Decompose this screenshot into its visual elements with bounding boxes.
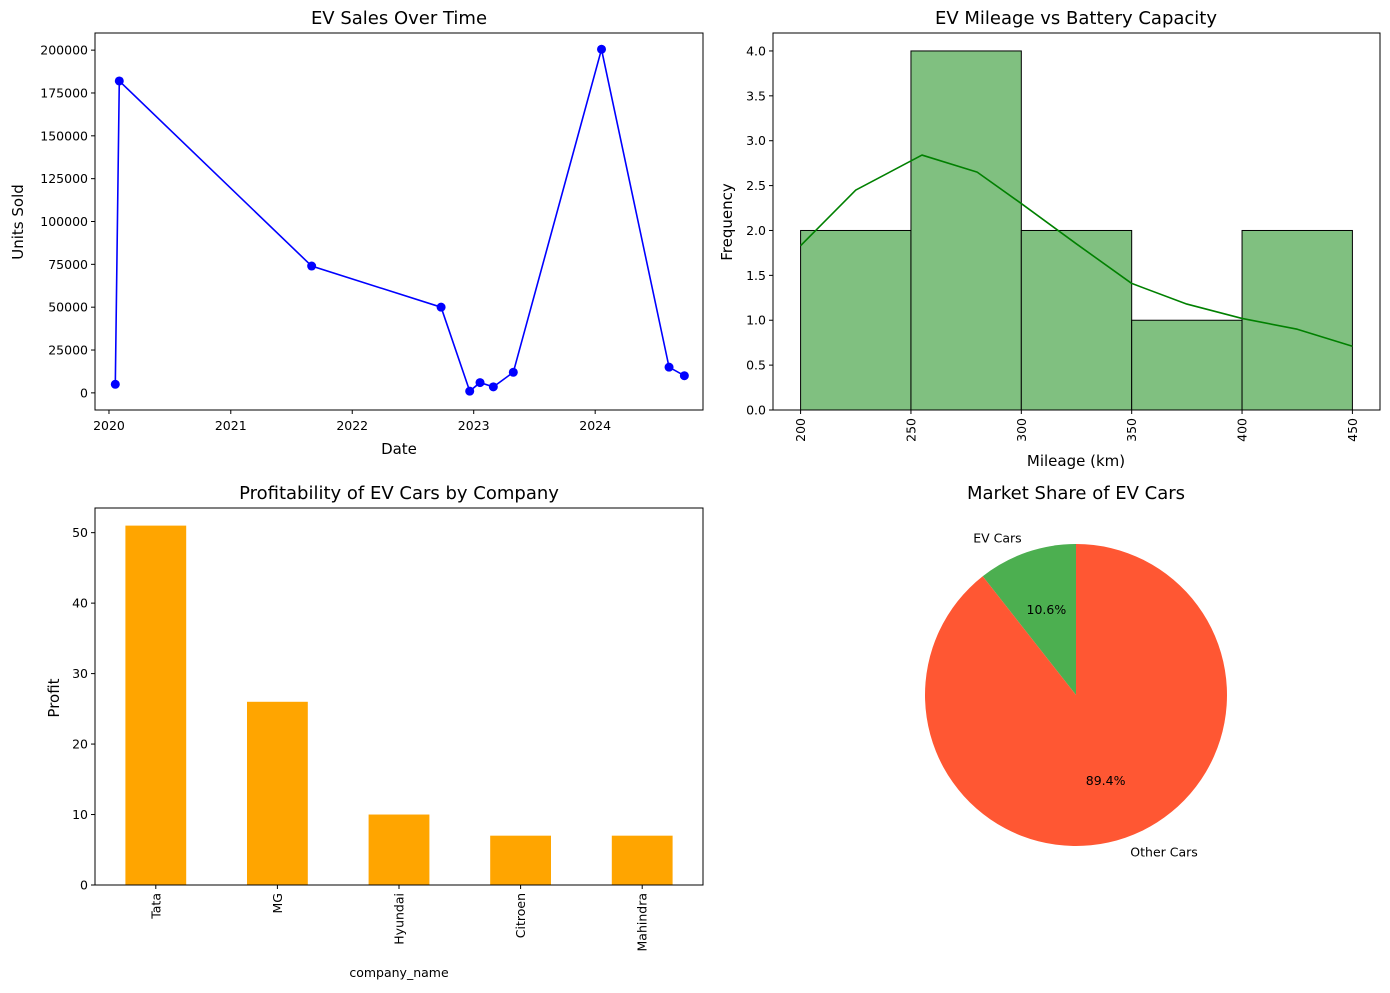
line-chart-title: EV Sales Over Time [311, 8, 487, 29]
pie-slice-label: Other Cars [1130, 844, 1198, 859]
profit-bar [490, 835, 551, 885]
x-tick-label: 300 [1014, 418, 1029, 442]
x-tick-label: Mahindra [635, 893, 650, 952]
pie-slice-label: EV Cars [973, 531, 1021, 546]
histogram-bar [1241, 229, 1353, 411]
y-tick-label: 3.0 [746, 133, 766, 148]
x-tick-label: Citroen [513, 893, 528, 938]
y-tick-label: 50 [72, 525, 88, 540]
pie-chart-title: Market Share of EV Cars [967, 483, 1185, 504]
x-tick-label: 450 [1345, 418, 1360, 442]
histogram-bar [800, 229, 912, 411]
y-tick-label: 100000 [40, 214, 88, 229]
line-chart-ylabel: Units Sold [9, 184, 27, 260]
histogram-title: EV Mileage vs Battery Capacity [935, 8, 1217, 29]
y-tick-label: 20 [72, 737, 88, 752]
x-tick-label: 200 [793, 418, 808, 442]
histogram-bar [1131, 319, 1243, 411]
y-tick-label: 125000 [40, 171, 88, 186]
sales-point [110, 379, 120, 389]
y-tick-label: 30 [72, 666, 88, 681]
y-tick-label: 0.0 [746, 403, 766, 418]
sales-line [114, 49, 685, 393]
y-tick-label: 75000 [48, 257, 88, 272]
sales-point [664, 362, 674, 372]
histogram-xlabel: Mileage (km) [1027, 452, 1125, 470]
y-tick-label: 10 [72, 807, 88, 822]
y-tick-label: 3.5 [746, 88, 766, 103]
sales-point [679, 371, 689, 381]
profit-bar [368, 814, 430, 885]
x-tick-label: Hyundai [392, 893, 407, 945]
x-tick-label: Tata [148, 893, 163, 920]
x-tick-label: MG [270, 893, 285, 913]
sales-point [307, 261, 317, 271]
x-tick-label: 250 [903, 418, 918, 442]
histogram-axes-frame [772, 32, 1381, 411]
sales-point [488, 382, 498, 392]
y-tick-label: 1.5 [746, 268, 766, 283]
histogram-panel: EV Mileage vs Battery Capacity 200 250 300… [718, 8, 1381, 470]
bar-chart-ylabel: Profit [45, 678, 63, 717]
y-tick-label: 150000 [40, 128, 88, 143]
profit-bar [611, 835, 673, 885]
profit-bar [125, 525, 187, 885]
line-chart-xlabel: Date [381, 440, 417, 458]
x-tick-label: 350 [1124, 418, 1139, 442]
y-tick-label: 1.0 [746, 313, 766, 328]
sales-point [597, 44, 607, 54]
sales-point [508, 367, 518, 377]
sales-point [436, 302, 446, 312]
pie-chart-panel: Market Share of EV Cars EV Cars 10.6% Othe… [924, 483, 1227, 859]
histogram-bar [910, 50, 1022, 411]
pie-slice [982, 544, 1076, 695]
line-chart-axes-frame [94, 32, 704, 411]
x-tick-label: 2024 [579, 418, 611, 433]
y-tick-label: 0 [80, 385, 88, 400]
sales-point [465, 386, 475, 396]
sales-point [114, 76, 124, 86]
x-tick-label: 2023 [458, 418, 490, 433]
histogram-ylabel: Frequency [718, 183, 736, 261]
x-tick-label: 400 [1235, 418, 1250, 442]
y-tick-label: 25000 [48, 343, 88, 358]
y-tick-label: 4.0 [746, 43, 766, 58]
y-tick-label: 2.0 [746, 223, 766, 238]
x-tick-label: 2021 [215, 418, 247, 433]
x-tick-label: 2022 [336, 418, 368, 433]
y-tick-label: 175000 [40, 85, 88, 100]
y-tick-label: 2.5 [746, 178, 766, 193]
bar-chart-panel: Profitability of EV Cars by Company Tata… [45, 483, 704, 980]
x-tick-label: 2020 [93, 418, 125, 433]
profit-bar [247, 701, 308, 885]
y-tick-label: 200000 [40, 43, 88, 58]
y-tick-label: 50000 [48, 300, 88, 315]
y-tick-label: 0.5 [746, 358, 766, 373]
kde-curve [800, 154, 1353, 348]
y-tick-label: 0 [80, 878, 88, 893]
sales-point [475, 378, 485, 388]
bar-chart-title: Profitability of EV Cars by Company [239, 483, 559, 504]
pie-slice [924, 544, 1227, 846]
histogram-bar [1020, 229, 1133, 411]
bar-chart-xlabel: company_name [349, 965, 449, 980]
line-chart-panel: EV Sales Over Time 2020 2021 2022 2023 2024 … [9, 8, 704, 458]
pie-percent-label: 10.6% [1027, 602, 1067, 617]
y-tick-label: 40 [72, 596, 88, 611]
pie-percent-label: 89.4% [1086, 773, 1126, 788]
